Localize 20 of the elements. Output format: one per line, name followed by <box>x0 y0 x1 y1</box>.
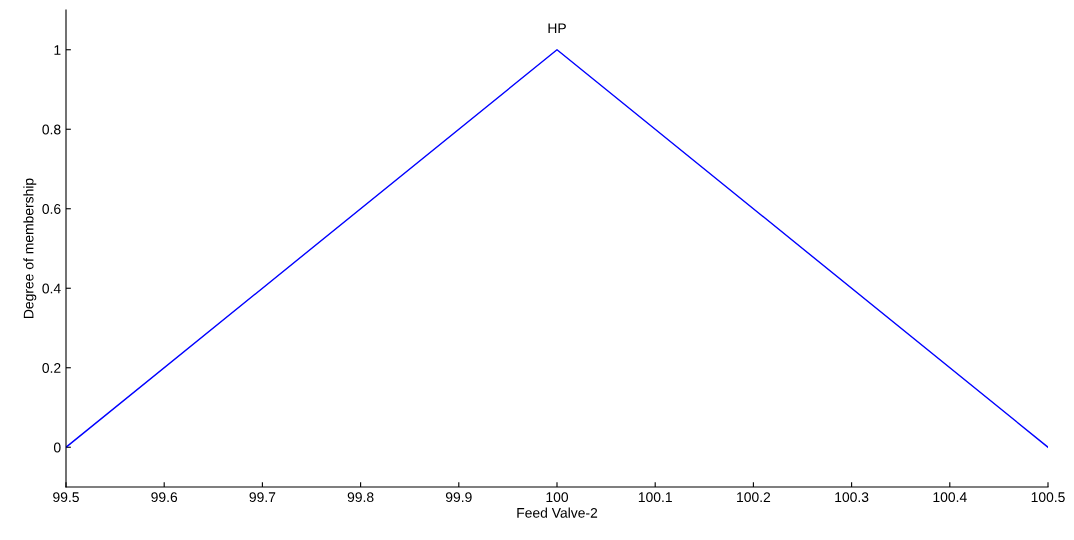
x-tick-label: 100.1 <box>638 492 672 503</box>
annotation: HP <box>548 23 566 33</box>
y-tick-label: 0.4 <box>42 283 61 294</box>
x-tick-label: 99.9 <box>445 492 472 503</box>
y-tick-label: 1 <box>54 45 61 55</box>
x-tick-label: 99.6 <box>151 492 178 503</box>
y-tick-label: 0.6 <box>42 204 61 214</box>
x-tick-label: 99.5 <box>53 492 79 503</box>
x-tick-label: 100.4 <box>933 492 967 503</box>
y-axis-title: Degree of membership <box>23 178 37 318</box>
y-tick-label: 0 <box>53 442 61 453</box>
x-tick-label: 100.3 <box>835 492 869 503</box>
x-tick-label: 99.8 <box>347 492 374 503</box>
x-tick-label: 99.7 <box>249 492 276 503</box>
x-tick-label: 100.5 <box>1031 492 1065 503</box>
y-tick-label: 0.2 <box>42 363 61 373</box>
x-tick-label: 100.2 <box>737 492 771 503</box>
x-tick-label: 100 <box>546 492 569 503</box>
y-tick-label: 0.8 <box>42 124 61 135</box>
x-axis-title: Feed Valve-2 <box>517 507 598 518</box>
